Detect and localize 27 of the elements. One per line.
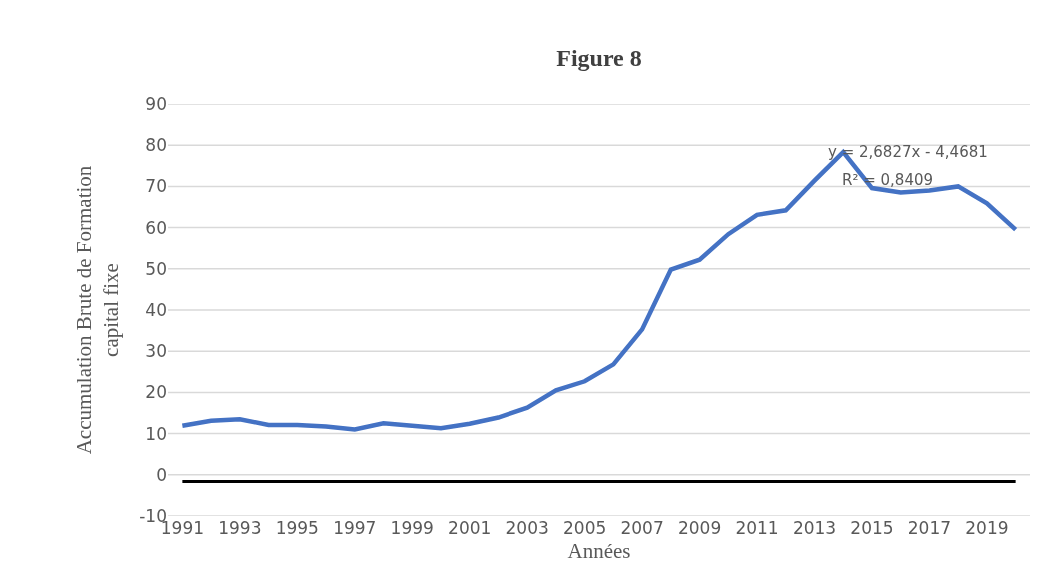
- y-tick-label: 20: [145, 382, 167, 403]
- x-tick-label: 2017: [907, 518, 952, 538]
- x-axis-title: Années: [567, 539, 631, 564]
- y-tick-label: 30: [145, 341, 167, 362]
- y-tick-label: 0: [156, 464, 167, 485]
- x-tick-label: 2001: [448, 518, 492, 538]
- chart-title: Figure 8: [556, 45, 642, 71]
- x-tick-label: 2007: [620, 518, 664, 538]
- x-tick-label: 2009: [677, 518, 722, 538]
- y-axis-title: Accumulation Brute de Formation capital fixe: [72, 165, 124, 455]
- y-tick-label: 70: [145, 176, 167, 197]
- x-tick-label: 2003: [505, 518, 549, 538]
- x-tick-label: 2019: [965, 518, 1009, 538]
- y-tick-label: 60: [145, 217, 167, 238]
- x-tick-label: 1995: [275, 518, 319, 538]
- y-tick-label: 90: [145, 93, 167, 114]
- x-tick-label: 1993: [218, 518, 262, 538]
- x-tick-label: 2011: [735, 518, 779, 538]
- x-tick-label: 2013: [792, 518, 837, 538]
- y-tick-label: 10: [145, 423, 167, 444]
- y-tick-label: 80: [145, 135, 167, 156]
- y-tick-label: 40: [145, 299, 167, 320]
- y-tick-label: 50: [145, 258, 167, 279]
- x-tick-label: 1999: [390, 518, 434, 538]
- x-tick-label: 2015: [850, 518, 894, 538]
- x-tick-label: 1997: [333, 518, 377, 538]
- x-tick-label: 2005: [563, 518, 607, 538]
